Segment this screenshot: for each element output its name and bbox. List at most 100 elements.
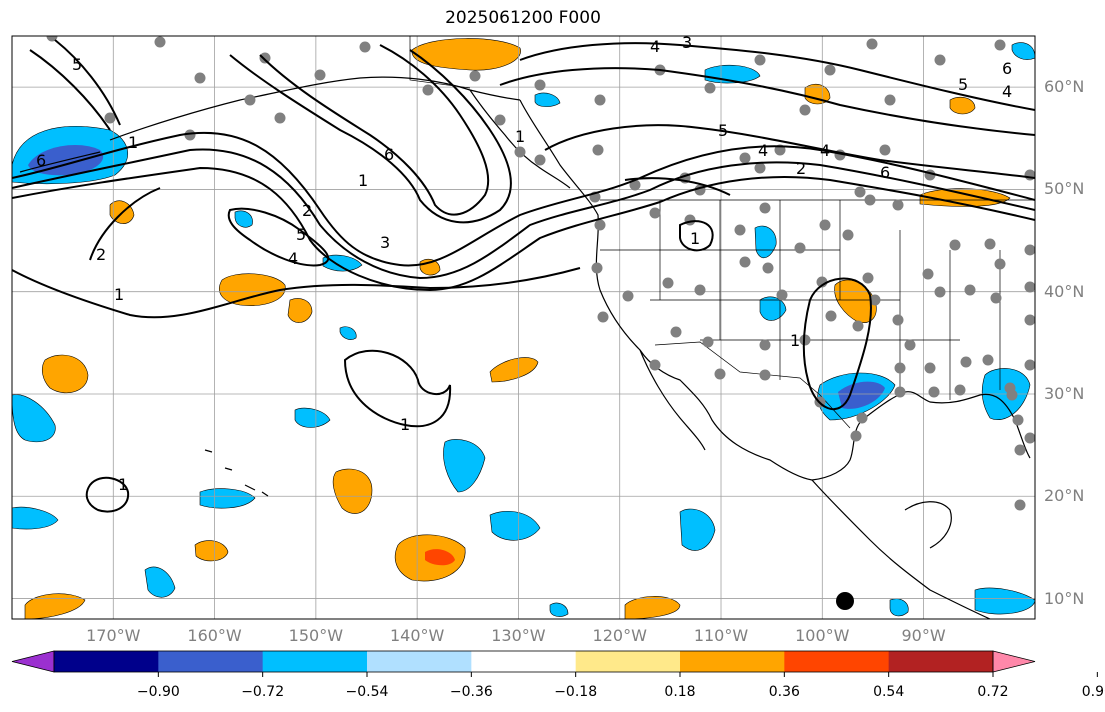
- contour-label: 1: [515, 127, 525, 146]
- contour-label: 2: [302, 201, 312, 220]
- colorbar-segment: [575, 651, 681, 672]
- contour-line: [85, 476, 130, 513]
- latitude-label: 30°N: [1044, 383, 1085, 403]
- blue-anomaly-area: [489, 510, 541, 541]
- contour-line: [519, 42, 1035, 111]
- contour-line: [227, 207, 330, 267]
- station-dot: [754, 162, 766, 174]
- contour-label: 4: [288, 249, 298, 268]
- station-dot: [694, 284, 706, 296]
- station-dot: [104, 112, 116, 124]
- contour-label: 4: [820, 141, 830, 160]
- hawaii-islands: [204, 449, 269, 497]
- station-dot: [994, 39, 1006, 51]
- latitude-label: 20°N: [1044, 486, 1085, 506]
- contour-line: [12, 166, 1035, 292]
- longitude-label: 110°W: [693, 626, 749, 645]
- station-dot: [856, 412, 868, 424]
- station-dot: [759, 202, 771, 214]
- colorbar-tick-label: −0.36: [449, 684, 493, 700]
- contour-label: 1: [128, 133, 138, 152]
- colorbar-segment: [784, 651, 890, 672]
- contour-label: 6: [1002, 59, 1012, 78]
- blue-anomaly-area: [759, 296, 787, 321]
- station-dot: [704, 82, 716, 94]
- contour-label: 6: [880, 163, 890, 182]
- contour-label: 1: [114, 285, 124, 304]
- station-dot: [984, 238, 996, 250]
- station-dot: [1004, 382, 1016, 394]
- contour-label: 2: [96, 245, 106, 264]
- station-dot: [924, 362, 936, 374]
- colorbar-segment: [367, 651, 472, 672]
- longitude-label: 170°W: [86, 626, 141, 645]
- contour-label: 3: [380, 233, 390, 252]
- blue-anomaly-area: [199, 488, 256, 509]
- station-dot: [629, 179, 641, 191]
- latitude-label: 60°N: [1044, 77, 1085, 97]
- station-dot: [359, 41, 371, 53]
- station-dot: [1012, 414, 1024, 426]
- contour-line: [259, 44, 490, 216]
- colorbar-segment: [680, 651, 785, 672]
- station-dot: [1014, 444, 1026, 456]
- blue-anomaly-area: [679, 508, 716, 551]
- contour-line: [679, 220, 714, 252]
- station-dot: [594, 219, 606, 231]
- orange-anomaly-area: [332, 468, 373, 514]
- blue-anomaly-area: [889, 598, 909, 617]
- blue-anomaly-area: [443, 439, 486, 493]
- station-dot: [934, 286, 946, 298]
- baja-coast: [639, 349, 706, 451]
- contour-label: 1: [400, 415, 410, 434]
- blue-anomaly-area: [339, 326, 357, 340]
- orange-anomaly-area: [219, 273, 286, 306]
- station-dot: [934, 54, 946, 66]
- contour-line: [12, 267, 581, 319]
- station-dot: [754, 54, 766, 66]
- central-america-coast: [811, 479, 991, 619]
- station-dot: [1014, 499, 1026, 511]
- storm-marker: [836, 592, 854, 610]
- contour-label: 3: [682, 33, 692, 52]
- contour-label: 4: [1002, 82, 1012, 101]
- contour-line: [544, 124, 1035, 179]
- station-dot: [990, 292, 1002, 304]
- station-dot: [1024, 432, 1035, 444]
- station-dot: [739, 152, 751, 164]
- station-dot: [734, 224, 746, 236]
- station-dot: [1024, 359, 1035, 371]
- station-dot: [794, 242, 806, 254]
- contour-label: 5: [296, 225, 306, 244]
- blue-anomaly-area: [549, 602, 569, 617]
- station-dot: [819, 219, 831, 231]
- station-dot: [662, 277, 674, 289]
- contour-label: 5: [958, 75, 968, 94]
- latitude-label: 50°N: [1044, 179, 1085, 199]
- colorbar-tick-label: −0.90: [136, 684, 180, 700]
- station-dot: [597, 311, 609, 323]
- contour-labels: 5 4 3 6 5 4 1 6 1 2 5 3 4 2 1 1 1 2 5 4: [36, 33, 1012, 494]
- station-dot: [776, 289, 788, 301]
- station-dot: [534, 79, 546, 91]
- blue-anomaly-area: [322, 254, 363, 272]
- colorbar-segment: [262, 651, 368, 672]
- station-dot: [879, 144, 891, 156]
- contour-lines: [12, 39, 1035, 513]
- contour-label: 1: [790, 331, 800, 350]
- colorbar-segment: [158, 651, 264, 672]
- coastlines: [19, 76, 1031, 619]
- contour-label: 5: [718, 121, 728, 140]
- station-dot: [960, 356, 972, 368]
- station-dot: [866, 38, 878, 50]
- station-dot: [894, 386, 906, 398]
- station-dot: [799, 104, 811, 116]
- contour-line: [802, 277, 872, 411]
- station-dot: [622, 290, 634, 302]
- station-dot: [759, 339, 771, 351]
- station-dot: [591, 262, 603, 274]
- colorbar-tick-label: 0.54: [873, 684, 905, 700]
- station-dot: [244, 94, 256, 106]
- alaska-coast: [109, 76, 521, 141]
- north-america-coast: [519, 99, 1031, 481]
